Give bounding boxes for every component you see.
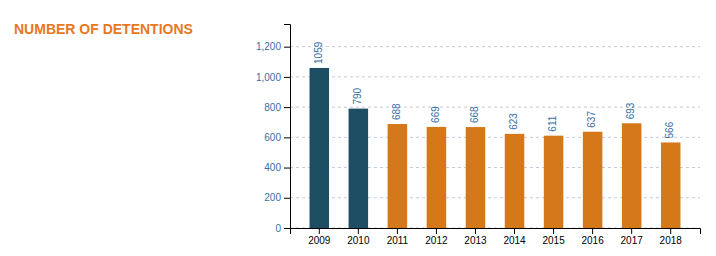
title: NUMBER OF DETENTIONS: [14, 21, 193, 37]
x-tick-label: 2015: [542, 235, 565, 246]
bar: [583, 132, 603, 228]
data-label: 790: [352, 87, 363, 104]
y-tick-label: 0: [275, 223, 281, 234]
data-label: 669: [430, 106, 441, 123]
x-tick-label: 2016: [581, 235, 604, 246]
bar: [310, 68, 330, 228]
x-tick: 2011: [387, 228, 409, 246]
bars: [310, 68, 681, 228]
y-axis-line: [284, 25, 291, 229]
y-tick-label: 800: [264, 102, 281, 113]
y-tick-mark: [284, 77, 290, 78]
x-tick-label: 2009: [308, 235, 331, 246]
y-tick-label: 1,000: [256, 72, 281, 83]
grid: [290, 47, 700, 228]
y-tick: 800: [264, 102, 290, 113]
y-tick-mark: [284, 107, 290, 108]
data-label: 566: [664, 121, 675, 138]
x-tick-label: 2013: [464, 235, 487, 246]
x-tick-label: 2012: [425, 235, 448, 246]
bar: [427, 127, 447, 228]
x-tick-mark: [319, 228, 320, 234]
data-label: 637: [586, 111, 597, 128]
y-tick: 200: [264, 192, 290, 203]
bar: [466, 127, 486, 228]
plot: 02004006008001,0001,20020092010201120122…: [256, 25, 701, 247]
x-tick: 2015: [542, 228, 565, 246]
x-tick-mark: [592, 228, 593, 234]
y-axis: 0 200 400 600 800 1,000 1,200: [256, 25, 291, 234]
x-tick: 2013: [464, 228, 487, 246]
x-tick-mark: [631, 228, 632, 234]
x-tick-mark: [475, 228, 476, 234]
x-tick-label: 2017: [621, 235, 644, 246]
grid-line: [290, 46, 700, 47]
x-tick-mark: [514, 228, 515, 234]
x-tick: 2017: [621, 228, 644, 246]
y-tick-mark: [284, 228, 290, 229]
bar: [622, 123, 642, 228]
x-tick: 2009: [308, 228, 331, 246]
x-tick-label: 2014: [503, 235, 526, 246]
x-tick: 2014: [503, 228, 526, 246]
y-tick-mark: [284, 137, 290, 138]
x-tick: 2018: [660, 228, 683, 246]
x-tick-mark: [553, 228, 554, 234]
y-tick-label: 1,200: [256, 41, 281, 52]
y-tick-mark: [284, 168, 290, 169]
bar: [388, 124, 408, 228]
x-tick-mark: [670, 228, 671, 234]
bar: [349, 109, 369, 228]
y-tick-mark: [284, 198, 290, 199]
x-tick-mark: [358, 228, 359, 234]
bar: [505, 134, 525, 228]
x-tick-mark: [436, 228, 437, 234]
x-tick: 2016: [581, 228, 604, 246]
data-label: 611: [547, 115, 558, 131]
y-tick: 400: [264, 162, 290, 173]
y-tick: 600: [264, 132, 290, 143]
data-label: 668: [469, 106, 480, 123]
x-tick-label: 2010: [347, 235, 370, 246]
bar: [661, 142, 681, 228]
bar: [544, 136, 564, 228]
x-tick-mark: [397, 228, 398, 234]
y-tick-mark: [284, 47, 290, 48]
data-label: 1059: [313, 41, 324, 64]
y-tick: 1,000: [256, 72, 290, 83]
x-tick: 2012: [425, 228, 448, 246]
y-tick-label: 600: [264, 132, 281, 143]
x-tick-label: 2018: [660, 235, 683, 246]
y-tick: 0: [275, 223, 290, 234]
data-label: 688: [391, 103, 402, 120]
x-tick: 2010: [347, 228, 370, 246]
x-axis-line: [291, 229, 701, 235]
y-tick-label: 200: [264, 192, 281, 203]
x-axis: 2009 2010 2011 2012 2013 2014 2015 2016 2017 2018: [291, 228, 701, 246]
grid-line: [290, 76, 700, 77]
y-tick-label: 400: [264, 162, 281, 173]
data-label: 693: [625, 102, 636, 119]
grid-line: [290, 107, 700, 108]
y-tick: 1,200: [256, 41, 290, 52]
chart: NUMBER OF DETENTIONS 0 200 400 600 800 1,000 1,…: [0, 0, 716, 256]
x-tick-label: 2011: [387, 235, 409, 246]
data-label: 623: [508, 113, 519, 130]
data-labels: 1059 790 688 669 668 623 611 637 693 566: [313, 41, 675, 138]
